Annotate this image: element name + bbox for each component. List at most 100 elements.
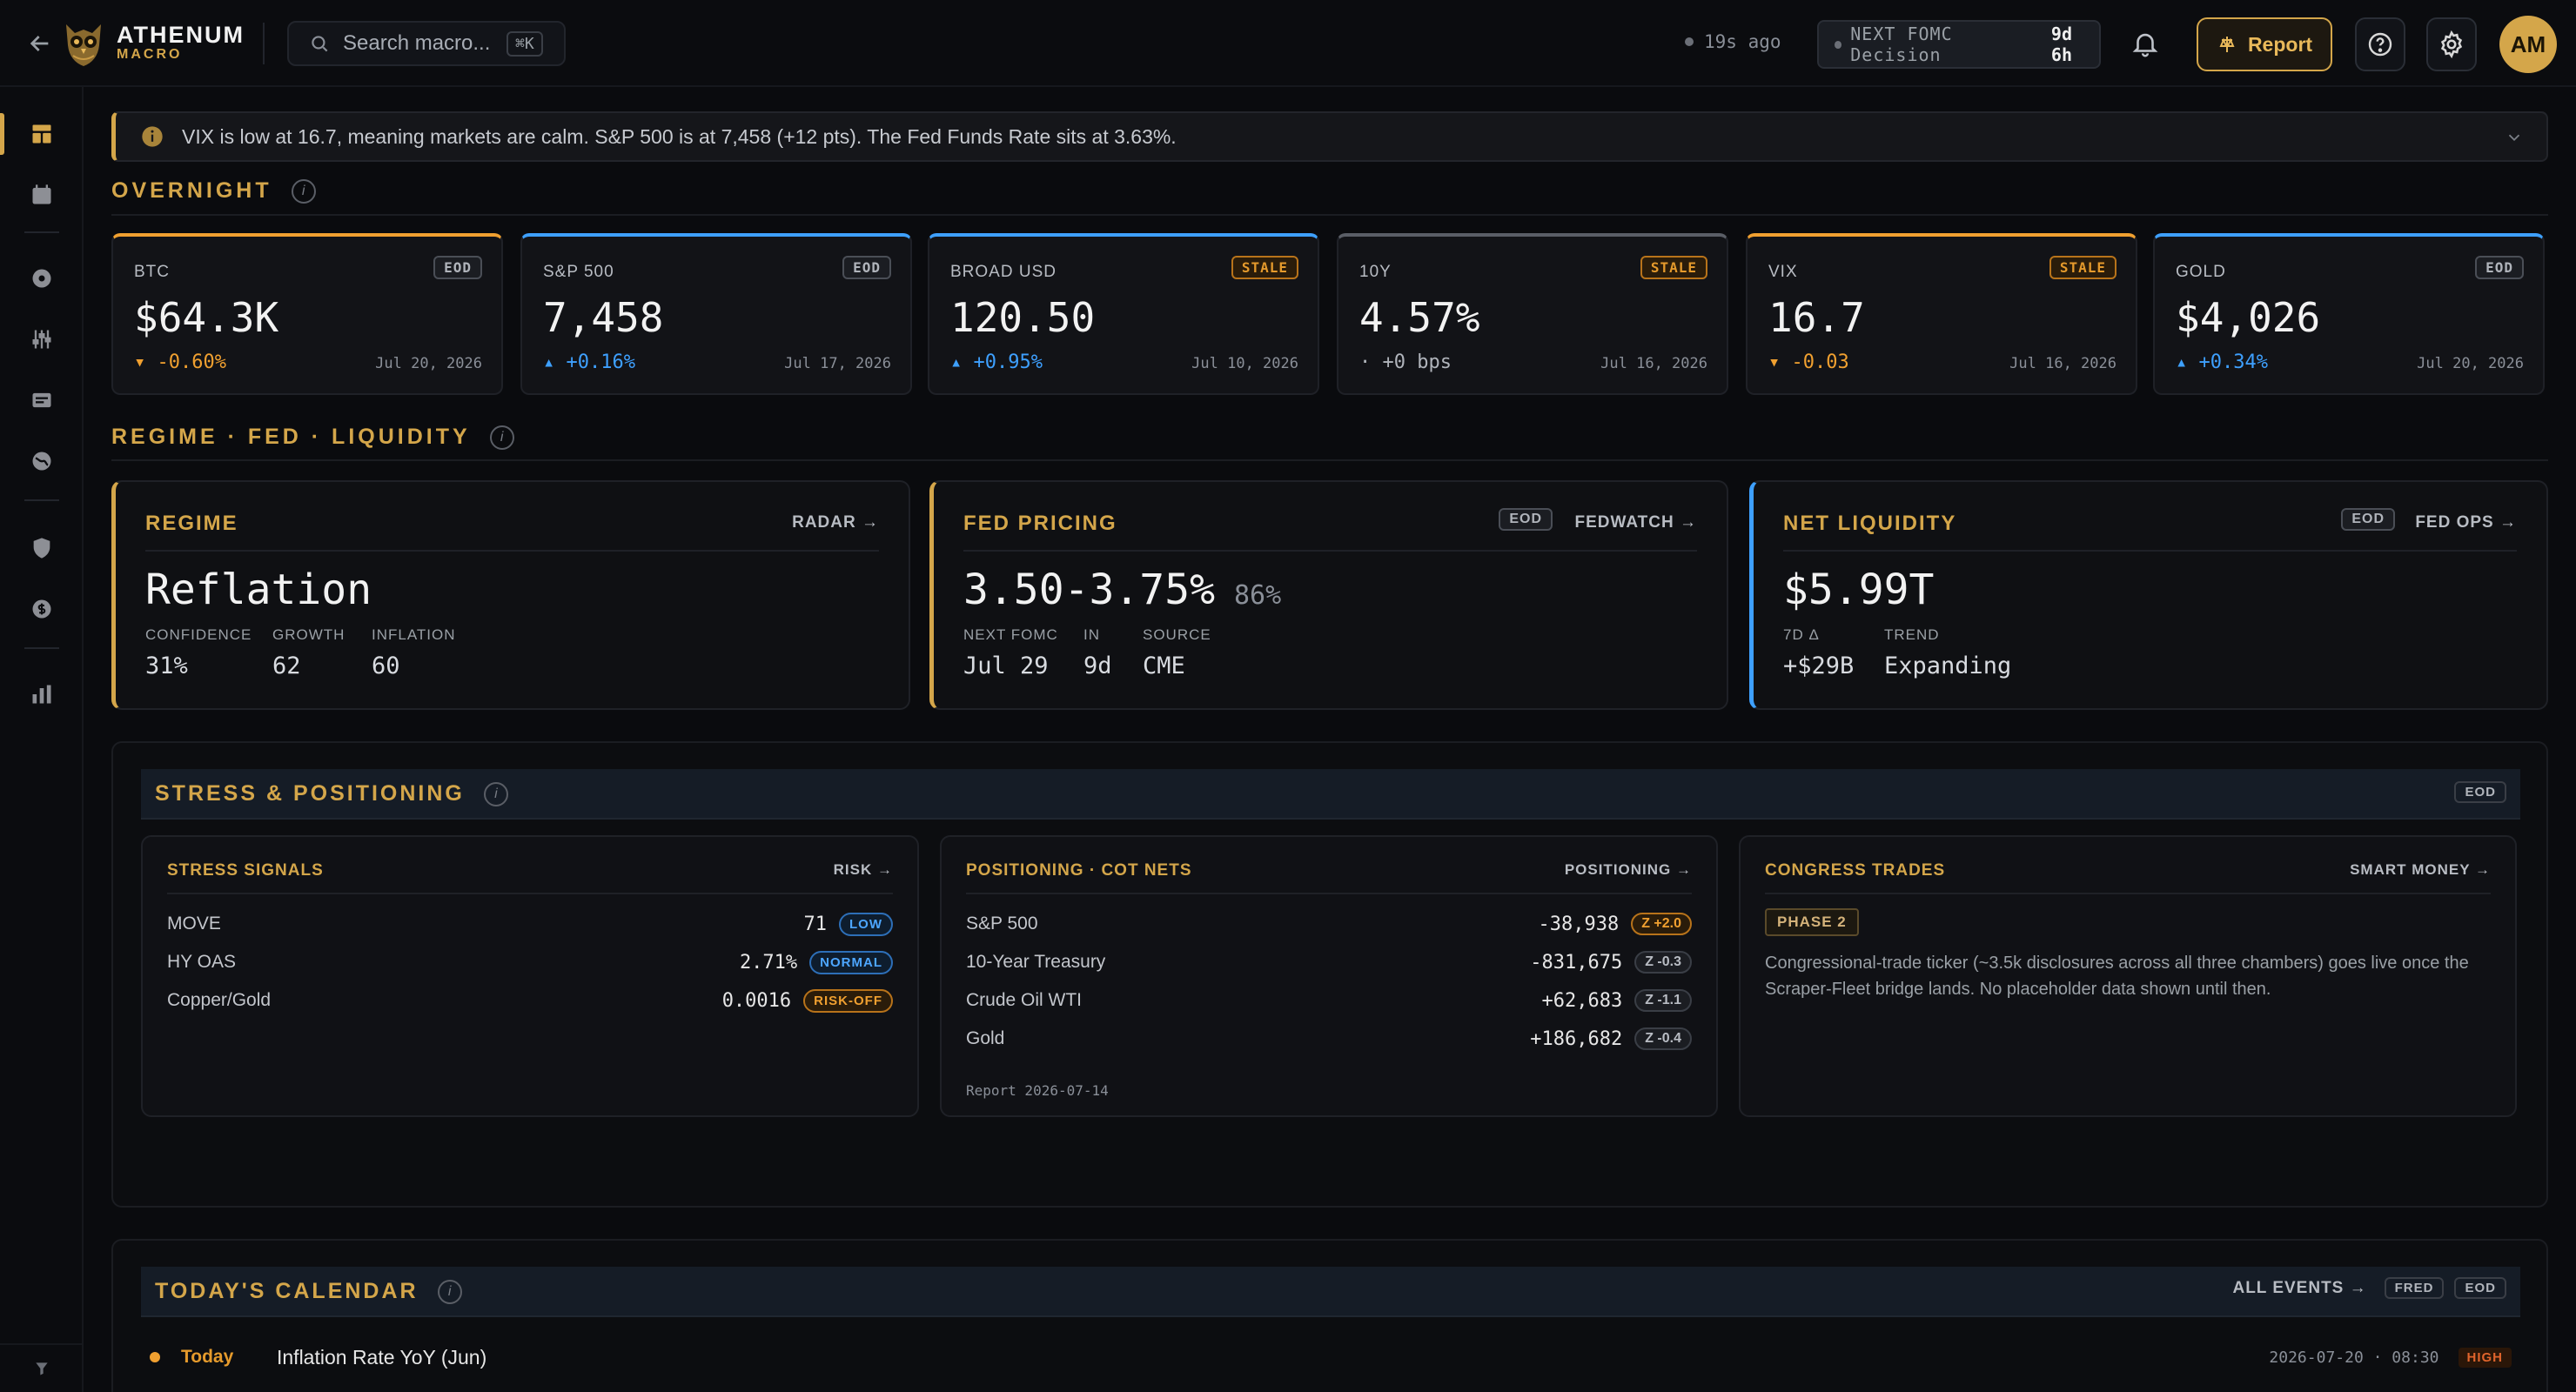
help-icon[interactable]: i [291, 178, 316, 204]
help-icon[interactable]: i [489, 425, 514, 450]
row-value: -831,675 [1530, 951, 1623, 974]
search-icon [312, 36, 328, 52]
overnight-card-vix[interactable]: VIX STALE 16.7 ▾ -0.03 Jul 16, 2026 [1746, 233, 2137, 395]
card-change: ▾ -0.60% [134, 351, 226, 373]
card-label: VIX [1768, 263, 1798, 281]
sidebar-item-sliders[interactable] [0, 315, 84, 364]
row-name: MOVE [167, 914, 221, 934]
sidebar-item-analytics[interactable] [0, 670, 84, 719]
funnel-icon [36, 1362, 48, 1375]
smart-money-link[interactable]: SMART MONEY → [2350, 861, 2491, 878]
regime-section-label: REGIME · FED · LIQUIDITY [111, 425, 471, 449]
globe-icon [32, 452, 51, 471]
sidebar-item-money[interactable] [0, 585, 84, 633]
card-change: ▴ +0.34% [2176, 351, 2268, 373]
fed-pricing-card[interactable]: FED PRICING EOD FEDWATCH → 3.50-3.75% 86%… [929, 480, 1728, 710]
fedwatch-link[interactable]: FEDWATCH → [1574, 513, 1697, 532]
sidebar-item-globe[interactable] [0, 437, 84, 485]
freshness-badge: STALE [2049, 256, 2116, 279]
card-label: S&P 500 [543, 263, 614, 281]
status-badge: RISK-OFF [803, 988, 893, 1013]
info-icon [142, 126, 163, 147]
all-events-link[interactable]: ALL EVENTS → [2232, 1278, 2367, 1297]
fed-in: IN 9d [1083, 626, 1112, 679]
news-icon [32, 392, 51, 408]
brand-name: ATHENUM [117, 22, 245, 48]
positioning-row: Gold +186,682 Z -0.4 [966, 1023, 1692, 1054]
row-name: Gold [966, 1028, 1005, 1048]
overnight-card-broad-usd[interactable]: BROAD USD STALE 120.50 ▴ +0.95% Jul 10, 2026 [928, 233, 1319, 395]
help-icon[interactable]: i [437, 1279, 462, 1304]
stress-title-text: STRESS & POSITIONING [155, 781, 465, 806]
card-divider [167, 893, 893, 894]
overnight-card-gold[interactable]: GOLD EOD $4,026 ▴ +0.34% Jul 20, 2026 [2153, 233, 2545, 395]
positioning-link[interactable]: POSITIONING → [1564, 861, 1692, 878]
chevron-down-icon[interactable] [2505, 128, 2524, 147]
back-arrow-icon[interactable] [26, 30, 54, 57]
sliders-icon [32, 330, 51, 349]
divider [263, 23, 265, 64]
sidebar-item-shield[interactable] [0, 524, 84, 572]
kv-value: 9d [1083, 652, 1112, 679]
bell-icon[interactable] [2130, 29, 2160, 58]
regime-section-title: REGIME · FED · LIQUIDITY i [111, 425, 514, 450]
help-button[interactable] [2355, 17, 2405, 71]
freshness-badge: STALE [1231, 256, 1298, 279]
overnight-section-title: OVERNIGHT i [111, 178, 316, 204]
dollar-icon [32, 599, 51, 619]
card-value: 120.50 [950, 294, 1096, 341]
sidebar-item-dashboard[interactable] [0, 110, 84, 158]
fed-probability: 86% [1233, 580, 1282, 611]
status-badge: NORMAL [809, 950, 893, 974]
sidebar-item-calendar[interactable] [0, 171, 84, 219]
sidebar-separator [24, 231, 59, 233]
congress-trades-card: CONGRESS TRADES SMART MONEY → PHASE 2 Co… [1739, 835, 2517, 1117]
overnight-card-btc[interactable]: BTC EOD $64.3K ▾ -0.60% Jul 20, 2026 [111, 233, 503, 395]
avatar[interactable]: AM [2499, 16, 2557, 73]
zscore-badge: Z -0.3 [1634, 951, 1692, 974]
card-label: BROAD USD [950, 263, 1057, 281]
overnight-card-s-p-500[interactable]: S&P 500 EOD 7,458 ▴ +0.16% Jul 17, 2026 [520, 233, 912, 395]
fomc-dot [1835, 40, 1842, 49]
fed-next-fomc: NEXT FOMC Jul 29 [963, 626, 1058, 679]
help-icon [2368, 32, 2392, 57]
report-label: Report [2247, 32, 2313, 56]
row-value: -38,938 [1538, 913, 1620, 935]
card-value: 4.57% [1359, 294, 1480, 341]
regime-card[interactable]: REGIME RADAR → Reflation CONFIDENCE 31% … [111, 480, 910, 710]
settings-button[interactable] [2426, 17, 2477, 71]
calendar-event-row[interactable]: Today Inflation Rate YoY (Jun) 2026-07-2… [141, 1340, 2520, 1375]
regime-inflation: INFLATION 60 [372, 626, 456, 679]
brand: ATHENUM MACRO [117, 23, 245, 63]
source-badge: FRED [2384, 1277, 2445, 1299]
sidebar-item-news[interactable] [0, 376, 84, 425]
kv-key: SOURCE [1143, 626, 1211, 643]
kv-value: CME [1143, 652, 1185, 679]
summary-banner[interactable]: VIX is low at 16.7, meaning markets are … [111, 111, 2548, 162]
report-button[interactable]: Report [2197, 17, 2332, 71]
banner-text: VIX is low at 16.7, meaning markets are … [182, 124, 1177, 148]
sidebar-item-radar[interactable] [0, 254, 84, 303]
card-date: Jul 17, 2026 [784, 355, 891, 372]
kv-key: 7D Δ [1783, 626, 1820, 643]
risk-link[interactable]: RISK → [833, 861, 893, 878]
fomc-countdown-pill[interactable]: NEXT FOMC Decision 9d 6h [1817, 20, 2101, 69]
search-box[interactable]: ⌘K [287, 21, 566, 66]
liquidity-value: $5.99T [1783, 566, 1935, 614]
kv-value: 62 [272, 652, 301, 679]
sidebar-footer[interactable] [0, 1343, 84, 1392]
panel-header: STRESS & POSITIONING i EOD [141, 769, 2520, 820]
card-date: Jul 16, 2026 [2009, 355, 2116, 372]
net-liquidity-card[interactable]: NET LIQUIDITY EOD FED OPS → $5.99T 7D Δ … [1749, 480, 2548, 710]
overnight-card-10y[interactable]: 10Y STALE 4.57% · +0 bps Jul 16, 2026 [1337, 233, 1728, 395]
search-input[interactable] [343, 31, 500, 56]
fed-ops-link[interactable]: FED OPS → [2415, 513, 2517, 532]
liquidity-7d-change: 7D Δ +$29B [1783, 626, 1854, 679]
row-value: 2.71% [739, 951, 798, 974]
event-name: Inflation Rate YoY (Jun) [277, 1345, 487, 1369]
help-icon[interactable]: i [483, 781, 508, 806]
stress-signals-card: STRESS SIGNALS RISK → MOVE 71 LOW HY OAS… [141, 835, 919, 1117]
card-change: ▾ -0.03 [1768, 351, 1849, 373]
freshness-badge: EOD [433, 256, 482, 279]
radar-link[interactable]: RADAR → [792, 513, 879, 532]
